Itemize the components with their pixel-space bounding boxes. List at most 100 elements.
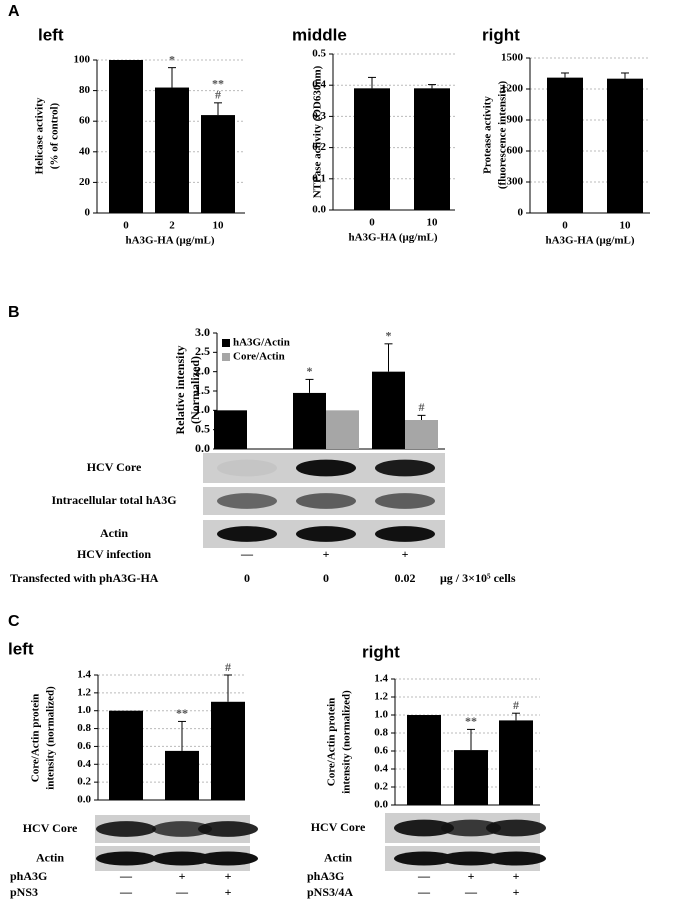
x-tick-label: 0 <box>562 220 568 232</box>
blot-band <box>217 526 277 542</box>
y-tick-label: 3.0 <box>195 325 210 339</box>
y-tick-label: 1.2 <box>77 686 91 698</box>
y-tick-label: 1.4 <box>77 669 91 681</box>
bar <box>414 88 450 210</box>
condition-value: — <box>240 547 254 561</box>
y-tick-label: 20 <box>79 176 91 188</box>
significance: ** <box>176 706 188 720</box>
bar <box>214 410 247 449</box>
blot-label: Actin <box>36 850 64 864</box>
legend-label: hA3G/Actin <box>233 337 290 349</box>
blot-band <box>441 819 501 837</box>
blot-label: Actin <box>324 850 352 864</box>
x-tick-label: 10 <box>213 220 225 232</box>
y-tick-label: 1500 <box>501 52 524 64</box>
x-axis-label: hA3G-HA (μg/mL) <box>125 235 214 247</box>
y-tick-label: 600 <box>507 145 524 157</box>
bar <box>407 715 441 805</box>
y-tick-label: 0 <box>85 207 91 219</box>
bar <box>499 720 533 805</box>
panel-label: B <box>8 304 20 321</box>
bar <box>109 60 143 213</box>
blot-band <box>96 851 156 866</box>
bar <box>372 371 405 449</box>
condition-label: phA3G <box>10 869 47 883</box>
bar <box>201 115 235 213</box>
blot-band <box>375 493 435 509</box>
condition-label: HCV infection <box>77 547 151 561</box>
y-tick-label: 1.0 <box>77 704 91 716</box>
y-tick-label: 1.4 <box>374 673 388 685</box>
y-tick-label: 1.0 <box>195 402 210 416</box>
significance: * <box>169 52 175 66</box>
bar <box>454 750 488 805</box>
y-tick-label: 0.6 <box>77 740 91 752</box>
y-axis-label: intensity (normalized) <box>45 686 57 790</box>
y-tick-label: 2.5 <box>195 344 210 358</box>
y-tick-label: 100 <box>74 54 91 66</box>
y-tick-label: 0.0 <box>195 441 210 455</box>
significance: # <box>513 698 519 712</box>
y-tick-label: 0.5 <box>312 48 326 60</box>
blot-band <box>296 459 356 477</box>
blot-label: HCV Core <box>311 820 366 834</box>
significance: # <box>225 660 231 674</box>
y-tick-label: 0.8 <box>374 727 388 739</box>
panel-title: right <box>482 25 520 44</box>
y-axis-label: Relative intensity <box>173 346 187 435</box>
condition-value: — <box>119 885 133 899</box>
y-tick-label: 2.0 <box>195 363 210 377</box>
blot-band <box>152 851 212 866</box>
x-tick-label: 0 <box>123 220 129 232</box>
bar <box>211 701 245 800</box>
condition-value: — <box>464 885 478 899</box>
y-tick-label: 0.5 <box>195 421 210 435</box>
condition-value: 0 <box>244 571 250 585</box>
blot-band <box>375 526 435 542</box>
significance: ** <box>465 714 477 728</box>
significance: # <box>419 400 425 414</box>
blot-band <box>486 851 546 866</box>
x-axis-label: hA3G-HA (μg/mL) <box>545 235 634 247</box>
y-tick-label: 0.2 <box>374 781 388 793</box>
y-tick-label: 0.0 <box>312 204 326 216</box>
blot-label: HCV Core <box>23 821 78 835</box>
blot-label: Intracellular total hA3G <box>51 493 176 507</box>
y-axis-label: Protease activity <box>482 96 494 174</box>
blot-band <box>394 819 454 837</box>
y-tick-label: 900 <box>507 114 524 126</box>
condition-value: + <box>225 869 232 883</box>
y-axis-label: Core/Actin protein <box>326 698 338 787</box>
y-tick-label: 60 <box>79 115 91 127</box>
x-tick-label: 10 <box>427 217 439 229</box>
panel-label: C <box>8 613 20 630</box>
blot-band <box>375 459 435 477</box>
x-tick-label: 0 <box>369 217 375 229</box>
significance: * <box>307 364 313 378</box>
blot-band <box>486 819 546 837</box>
condition-value: + <box>513 885 520 899</box>
y-tick-label: 0.2 <box>312 141 326 153</box>
condition-value: + <box>402 547 409 561</box>
x-axis-label: hA3G-HA (μg/mL) <box>348 232 437 244</box>
y-tick-label: 0 <box>518 207 524 219</box>
y-tick-label: 1200 <box>501 83 524 95</box>
bar <box>109 710 143 800</box>
y-tick-label: 0.2 <box>77 776 91 788</box>
y-tick-label: 40 <box>79 145 91 157</box>
condition-label: pNS3 <box>10 885 38 899</box>
panel-title: middle <box>292 25 347 44</box>
condition-value: — <box>417 869 431 883</box>
blot-band <box>296 493 356 509</box>
y-axis-label: Core/Actin protein <box>30 694 42 783</box>
y-tick-label: 300 <box>507 176 524 188</box>
condition-value: + <box>225 885 232 899</box>
significance: # <box>215 88 221 102</box>
condition-value: + <box>468 869 475 883</box>
condition-value: — <box>175 885 189 899</box>
condition-unit: μg / 3×10⁵ cells <box>440 571 516 585</box>
x-tick-label: 10 <box>620 220 632 232</box>
y-tick-label: 0.0 <box>77 794 91 806</box>
y-axis-label: Helicase activity <box>34 97 46 174</box>
y-tick-label: 1.2 <box>374 691 388 703</box>
